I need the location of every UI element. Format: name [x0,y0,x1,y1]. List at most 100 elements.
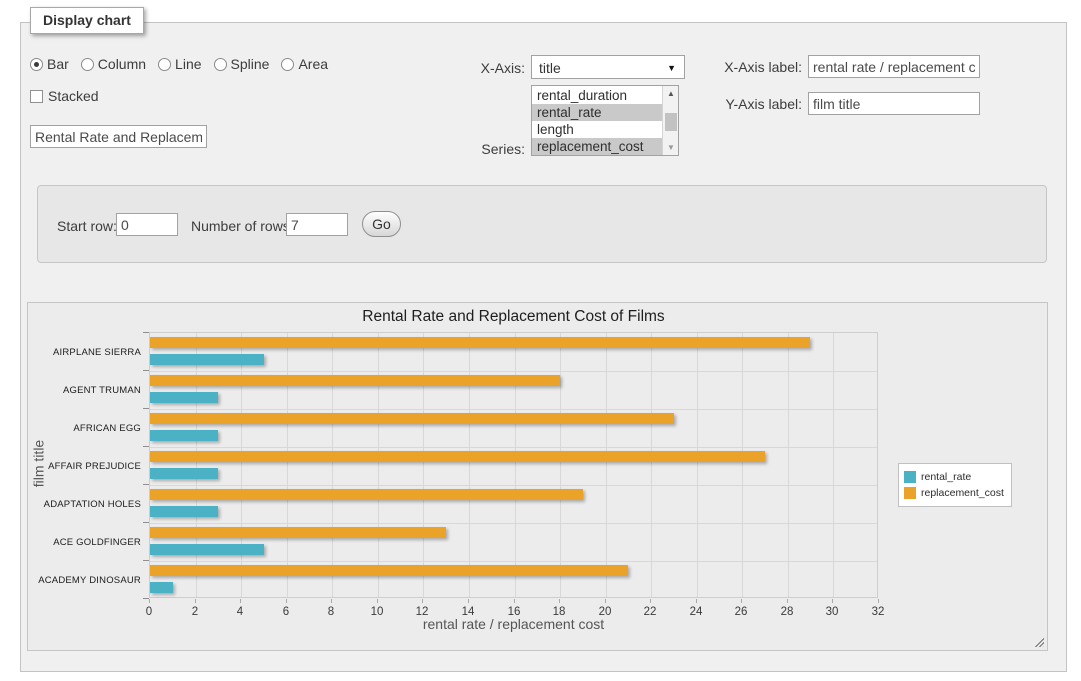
x-tickmark [514,599,515,603]
y-tickmark [143,484,149,485]
radio-icon[interactable] [30,58,43,71]
chart-legend: rental_rate replacement_cost [898,463,1012,507]
x-tickmark [377,599,378,603]
rows-panel [37,185,1047,263]
category-label: ACADEMY DINOSAUR [33,575,141,586]
start-row-input[interactable] [116,213,178,236]
resize-handle-icon[interactable] [1033,636,1044,647]
start-row-label: Start row: [57,218,117,234]
series-options: rental_durationrental_ratelengthreplacem… [532,87,662,155]
bar-rental_rate [150,582,173,593]
plot-area [149,332,878,598]
gridline [515,333,516,597]
series-scrollbar[interactable]: ▲ ▼ [662,86,678,155]
legend-label: rental_rate [921,471,971,483]
gridline [788,333,789,597]
chart-type-radio-group: Bar Column Line Spline Area [30,56,334,72]
gridline [469,333,470,597]
bar-replacement_cost [150,451,765,462]
series-listbox[interactable]: rental_durationrental_ratelengthreplacem… [531,85,679,156]
category-label: ACE GOLDFINGER [33,537,141,548]
gridline [833,333,834,597]
bar-replacement_cost [150,375,560,386]
x-tickmark [559,599,560,603]
x-tickmark [468,599,469,603]
bar-rental_rate [150,392,218,403]
y-tickmark [143,560,149,561]
x-tickmark [878,599,879,603]
bar-rental_rate [150,354,264,365]
chart-type-radio-line[interactable]: Line [158,56,201,72]
chart-type-radio-bar[interactable]: Bar [30,56,69,72]
bar-rental_rate [150,468,218,479]
gridline [150,485,877,486]
go-button[interactable]: Go [362,211,401,237]
legend-item-rental_rate: rental_rate [904,469,1004,485]
x-axis-selected-value: title [539,60,561,76]
chart-type-radio-spline[interactable]: Spline [214,56,270,72]
gridline [150,371,877,372]
y-tickmark [143,332,149,333]
y-axis-label-input[interactable] [808,92,980,115]
radio-label: Column [98,56,146,72]
y-tickmark [143,370,149,371]
number-of-rows-label: Number of rows: [191,218,294,234]
x-tickmark [149,599,150,603]
x-tickmark [787,599,788,603]
radio-icon[interactable] [158,58,171,71]
x-tickmark [832,599,833,603]
stacked-checkbox-row[interactable]: Stacked [30,88,99,104]
gridline [196,333,197,597]
x-tickmark [240,599,241,603]
x-tickmark [286,599,287,603]
chart-panel: Rental Rate and Replacement Cost of Film… [27,302,1048,651]
y-tickmark [143,446,149,447]
series-option-rental_rate[interactable]: rental_rate [532,104,662,121]
scroll-down-icon[interactable]: ▼ [663,140,679,155]
scroll-up-icon[interactable]: ▲ [663,86,679,101]
dropdown-arrow-icon: ▼ [667,63,676,73]
gridline [742,333,743,597]
series-option-rental_duration[interactable]: rental_duration [532,87,662,104]
chart-type-radio-area[interactable]: Area [281,56,328,72]
gridline [423,333,424,597]
gridline [150,409,877,410]
radio-icon[interactable] [281,58,294,71]
series-option-replacement_cost[interactable]: replacement_cost [532,138,662,155]
x-tickmark [650,599,651,603]
bar-rental_rate [150,506,218,517]
chart-title: Rental Rate and Replacement Cost of Film… [149,308,878,326]
category-label: AGENT TRUMAN [33,385,141,396]
series-option-length[interactable]: length [532,121,662,138]
gridline [150,447,877,448]
x-tickmark [422,599,423,603]
chart-x-axis-title: rental rate / replacement cost [149,616,878,632]
legend-label: replacement_cost [921,487,1004,499]
x-axis-label-field-label: X-Axis label: [700,59,802,75]
x-tickmark [605,599,606,603]
x-axis-label-input[interactable] [808,55,980,78]
radio-icon[interactable] [214,58,227,71]
x-axis-select[interactable]: title ▼ [531,55,685,79]
x-tickmark [331,599,332,603]
bar-rental_rate [150,544,264,555]
y-tickmark [143,408,149,409]
gridline [651,333,652,597]
radio-icon[interactable] [81,58,94,71]
stacked-checkbox[interactable] [30,90,43,103]
category-label: ADAPTATION HOLES [33,499,141,510]
gridline [606,333,607,597]
stacked-label: Stacked [48,88,99,104]
chart-type-radio-column[interactable]: Column [81,56,146,72]
page: Display chart BarColumnLineSplineArea St… [0,0,1081,681]
gridline [241,333,242,597]
x-tickmark [696,599,697,603]
radio-label: Bar [47,56,69,72]
chart-title-input[interactable] [30,125,207,148]
x-axis-select-label: X-Axis: [430,60,525,76]
scrollbar-thumb[interactable] [665,113,677,131]
bar-replacement_cost [150,337,810,348]
number-of-rows-input[interactable] [286,213,348,236]
gridline [287,333,288,597]
x-tickmark [741,599,742,603]
